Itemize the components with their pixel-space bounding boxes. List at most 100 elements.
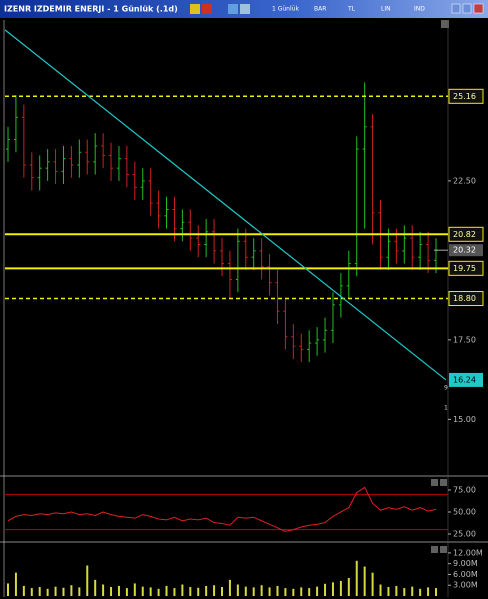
volume-bar: [300, 587, 303, 596]
y-tick-label: 15.00: [453, 415, 476, 424]
volume-bar: [22, 585, 25, 596]
last-price-label: 20.32: [453, 246, 476, 255]
volume-bar: [157, 588, 160, 596]
volume-bar: [62, 587, 65, 596]
rsi-line: [7, 486, 437, 532]
level-label: 25.16: [453, 92, 476, 101]
volume-bar: [165, 585, 168, 596]
toolbar-item[interactable]: IND: [414, 6, 425, 13]
toolbar-item[interactable]: 1 Günlük: [272, 6, 299, 13]
volume-bar: [197, 587, 200, 596]
toolbar-item[interactable]: BAR: [314, 6, 326, 13]
y-tick-label: 50.00: [453, 507, 476, 516]
volume-bar: [419, 588, 422, 596]
volume-bar: [260, 585, 263, 596]
volume-bar: [78, 587, 81, 596]
level-label-box: [448, 88, 484, 104]
close-button[interactable]: [473, 3, 484, 14]
volume-bar: [355, 560, 358, 596]
side-mark: 9: [444, 385, 448, 392]
volume-bar: [268, 587, 271, 596]
volume-bar: [292, 588, 295, 596]
volume-bar: [427, 587, 430, 596]
volume-bar: [149, 587, 152, 596]
trendline-box: [449, 372, 483, 387]
volume-bar: [363, 566, 366, 596]
level-label: 19.75: [453, 264, 476, 273]
volume-bar: [387, 587, 390, 596]
volume-bar: [38, 587, 41, 596]
minimize-button[interactable]: [451, 3, 461, 14]
level-label: 20.82: [453, 230, 476, 239]
last-price-box: [449, 244, 483, 257]
volume-bar: [54, 586, 57, 596]
volume-bar: [133, 583, 136, 596]
volume-bar: [284, 588, 287, 596]
volume-bar: [244, 586, 247, 596]
volume-bar: [94, 579, 97, 596]
volume-bar: [110, 587, 113, 596]
window-title: IZENR IZDEMIR ENERJI - 1 Günlük (.1d): [4, 5, 178, 14]
volume-bar: [205, 585, 208, 596]
panel-button[interactable]: [440, 546, 447, 553]
y-tick-label: 3.00M: [453, 581, 478, 590]
volume-bar: [173, 588, 176, 596]
volume-bar: [181, 584, 184, 596]
volume-bar: [189, 587, 192, 596]
volume-bar: [435, 588, 437, 596]
volume-bar: [30, 588, 33, 596]
maximize-button[interactable]: [462, 3, 472, 14]
volume-bar: [7, 583, 9, 596]
volume-bar: [371, 572, 374, 596]
volume-bar: [236, 584, 239, 596]
volume-bar: [252, 587, 255, 596]
toolbar-item[interactable]: LIN: [381, 6, 391, 13]
volume-bar: [308, 588, 311, 596]
toolbar-icon[interactable]: [202, 4, 212, 14]
volume-bar: [141, 586, 144, 596]
side-mark: 1: [444, 405, 448, 412]
level-label-box: [448, 226, 484, 242]
y-tick-label: 6.00M: [453, 570, 478, 579]
volume-bar: [324, 583, 327, 596]
volume-bar: [228, 579, 231, 596]
volume-bar: [331, 582, 334, 596]
volume-bar: [347, 578, 350, 596]
volume-bar: [117, 585, 120, 596]
volume-bar: [411, 586, 414, 596]
panel-button[interactable]: [431, 479, 438, 486]
y-tick-label: 17.50: [453, 335, 476, 344]
volume-bar: [102, 584, 105, 596]
volume-bar: [14, 572, 17, 596]
panel-button[interactable]: [431, 546, 438, 553]
toolbar-icon[interactable]: [240, 4, 250, 14]
y-tick-label: 75.00: [453, 485, 476, 494]
level-label-box: [448, 260, 484, 276]
volume-bar: [221, 587, 223, 596]
volume-bar: [316, 586, 319, 596]
panel-button[interactable]: [440, 479, 447, 486]
toolbar-icon[interactable]: [190, 4, 200, 14]
trendline: [4, 29, 447, 381]
y-tick-label: 12.00M: [453, 548, 483, 557]
toolbar-item[interactable]: TL: [347, 6, 356, 13]
volume-bar: [276, 585, 279, 596]
level-label-box: [448, 291, 484, 307]
volume-bar: [125, 588, 128, 596]
volume-bar: [46, 588, 49, 596]
volume-bar: [213, 585, 216, 596]
volume-bar: [86, 565, 89, 596]
volume-bar: [379, 584, 382, 596]
y-tick-label: 25.00: [453, 530, 476, 539]
level-label: 18.80: [453, 294, 476, 303]
volume-bar: [70, 585, 73, 596]
volume-bar: [395, 585, 398, 596]
volume-bar: [339, 580, 342, 596]
volume-bar: [403, 588, 406, 596]
y-tick-label: 9.00M: [453, 559, 478, 568]
panel-button[interactable]: [441, 20, 449, 28]
toolbar-icon[interactable]: [228, 4, 238, 14]
